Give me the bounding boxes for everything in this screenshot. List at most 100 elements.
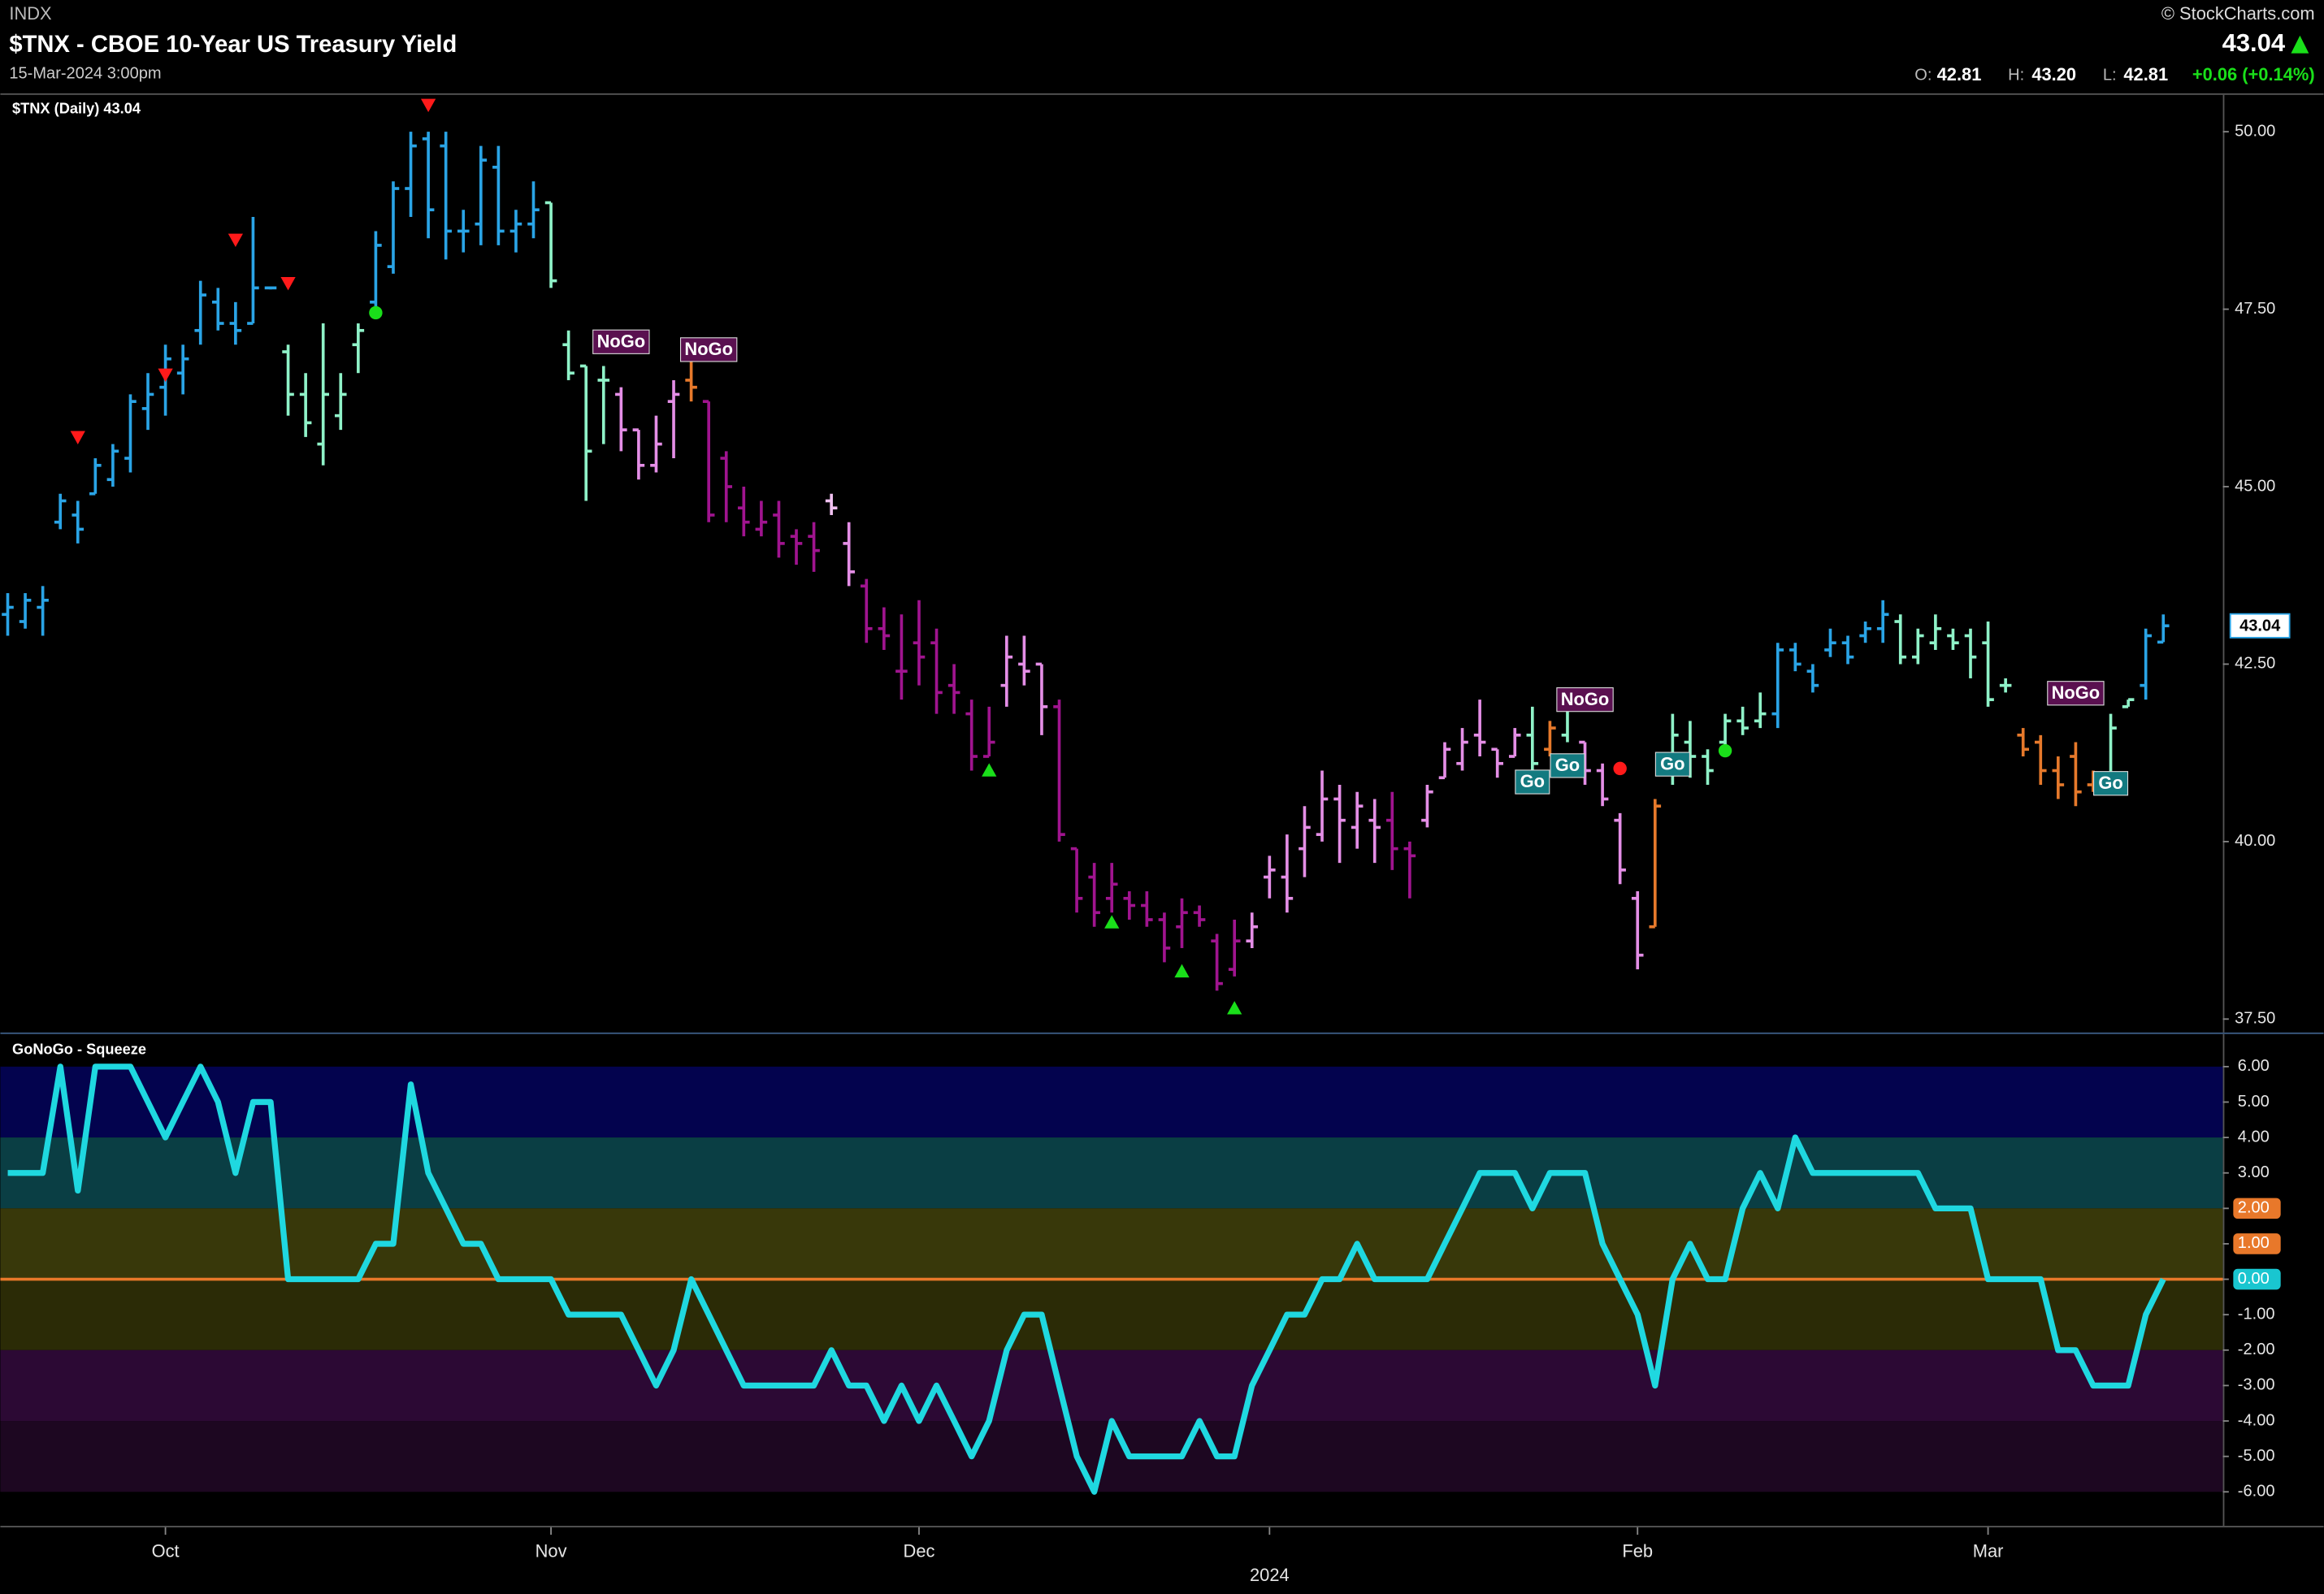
y-tick-label: 47.50: [2235, 300, 2275, 318]
ohlc-bar: [965, 700, 978, 771]
zone-band: [0, 1066, 2223, 1138]
ohlc-bar: [1281, 834, 1294, 913]
ohlc-bar: [597, 366, 610, 444]
y-tick-label: -3.00: [2238, 1376, 2275, 1394]
ohlc-bar: [212, 288, 224, 331]
signal-triangle: [280, 276, 296, 291]
low-label: L:: [2103, 66, 2117, 84]
ohlc-bar: [72, 500, 85, 544]
ohlc-bar: [1649, 799, 1662, 929]
ohlc-bar: [352, 323, 365, 374]
ohlc-bar: [562, 330, 574, 380]
ohlc-bar: [124, 394, 137, 473]
signal-triangle: [228, 233, 243, 248]
ohlc-bar: [1841, 635, 1854, 665]
ohlc-bar: [509, 210, 522, 253]
annotation-label: Go: [1520, 771, 1545, 791]
y-tick-label: -4.00: [2238, 1411, 2275, 1429]
ohlc-bar: [1211, 933, 1223, 991]
ohlc-bar: [808, 522, 820, 572]
ohlc-bar: [1368, 799, 1381, 864]
ohlc-bar: [825, 493, 838, 515]
signal-triangle: [420, 98, 436, 113]
signal-triangle: [1104, 915, 1120, 929]
signal-dot: [1613, 761, 1627, 776]
ohlc-bar: [1105, 863, 1118, 913]
ohlc-bar: [334, 373, 347, 431]
signal-dot: [1718, 743, 1732, 758]
panel-title-bg: [3, 1040, 149, 1061]
ohlc-bar: [405, 132, 417, 217]
ohlc-bar: [1526, 706, 1539, 778]
ohlc-bar: [2034, 734, 2047, 785]
ohlc-bar: [632, 428, 645, 480]
ohlc-bar: [1702, 749, 1714, 785]
ohlc-bar: [440, 132, 452, 260]
annotation-box: [2093, 771, 2129, 796]
ohlc-bar: [89, 458, 102, 496]
ohlc-bar: [1299, 806, 1311, 877]
ohlc-bar: [106, 444, 119, 487]
ohlc-bar: [579, 364, 592, 501]
y-tick-label: 2.00: [2238, 1199, 2270, 1217]
ohlc-bar: [247, 216, 259, 325]
ohlc-bar: [1053, 700, 1065, 842]
ohlc-bar: [492, 145, 505, 245]
ohlc-bar: [2122, 698, 2135, 708]
datetime: 15-Mar-2024 3:00pm: [9, 64, 161, 82]
ohlc-bar: [1438, 742, 1451, 780]
ohlc-bar: [860, 578, 873, 643]
x-tick-label: Feb: [1622, 1541, 1653, 1562]
x-tick-label: Mar: [1973, 1541, 2004, 1562]
ohlc-bar: [422, 132, 435, 239]
ohlc-bar: [2017, 728, 2029, 757]
ohlc-bar: [1631, 891, 1644, 970]
ohlc-bar: [667, 379, 680, 459]
y-tick-label: 0.00: [2238, 1270, 2270, 1288]
change: +0.06 (+0.14%): [2192, 64, 2315, 84]
ohlc-bar: [1316, 770, 1329, 842]
ohlc-bar: [2070, 742, 2082, 807]
ohlc-bar: [1123, 891, 1136, 920]
ohlc-bar: [878, 607, 891, 650]
ohlc-bar: [790, 529, 803, 565]
ohlc-bar: [141, 373, 154, 431]
ohlc-bar: [982, 706, 995, 758]
ohlc-bar: [1158, 912, 1171, 963]
ohlc-bar: [1964, 628, 1977, 678]
signal-triangle: [1227, 1001, 1242, 1015]
ohlc-bar: [1614, 812, 1626, 885]
ohlc-bar: [1193, 905, 1206, 927]
y-tick-label: 40.00: [2235, 832, 2275, 850]
ohlc-bar: [1684, 721, 1697, 778]
y-tick-box: [2233, 1268, 2281, 1290]
ohlc-bar: [19, 593, 32, 629]
y-tick-label: 37.50: [2235, 1010, 2275, 1028]
ohlc-bar: [194, 280, 207, 345]
ohlc-bar: [1456, 728, 1468, 771]
ohlc-bar: [947, 664, 960, 714]
ohlc-bar: [2052, 756, 2065, 799]
annotation-label: Go: [2098, 773, 2122, 793]
ohlc-bar: [720, 451, 733, 522]
title: $TNX - CBOE 10-Year US Treasury Yield: [9, 32, 457, 58]
panel-title: GoNoGo - Squeeze: [12, 1041, 146, 1058]
ohlc-bar: [702, 400, 715, 522]
ohlc-bar: [229, 301, 242, 345]
x-tick-label: Oct: [152, 1541, 180, 1562]
ohlc-bar: [1824, 628, 1836, 657]
ohlc-bar: [1859, 622, 1871, 643]
exchange: INDX: [9, 3, 52, 24]
ohlc-bar: [1789, 643, 1802, 672]
y-tick-label: -6.00: [2238, 1483, 2275, 1501]
annotation-box: [1654, 752, 1690, 777]
ohlc-bar: [1035, 662, 1048, 735]
ohlc-bar: [1596, 763, 1609, 807]
ohlc-bar: [650, 415, 662, 473]
low-value: 42.81: [2123, 64, 2168, 84]
annotation-box: [1556, 687, 1614, 713]
ohlc-bar: [930, 628, 943, 714]
open-label: O:: [1914, 66, 1932, 84]
y-tick-box: [2233, 1233, 2281, 1254]
